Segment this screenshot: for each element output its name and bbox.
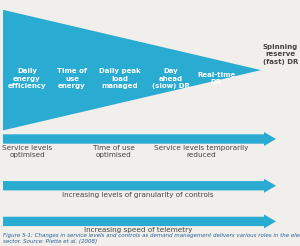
Text: Figure 5-1: Changes in service levels and controls as demand management delivers: Figure 5-1: Changes in service levels an… <box>3 233 300 244</box>
FancyArrow shape <box>3 132 276 146</box>
Text: Spinning
reserve
(fast) DR: Spinning reserve (fast) DR <box>263 44 298 65</box>
Polygon shape <box>3 10 261 130</box>
FancyArrow shape <box>3 179 276 193</box>
Text: Increasing levels of granularity of controls: Increasing levels of granularity of cont… <box>62 192 214 198</box>
Text: Service levels
optimised: Service levels optimised <box>2 145 52 158</box>
Text: Real-time
DR: Real-time DR <box>197 72 235 85</box>
FancyArrow shape <box>3 214 276 228</box>
Text: Service levels temporarily
reduced: Service levels temporarily reduced <box>154 145 248 158</box>
Text: Day
ahead
(slow) DR: Day ahead (slow) DR <box>152 68 190 89</box>
Text: Time of
use
energy: Time of use energy <box>57 68 87 89</box>
Text: Time of use
optimised: Time of use optimised <box>93 145 135 158</box>
Text: Daily peak
load
managed: Daily peak load managed <box>99 68 141 89</box>
Text: Increasing speed of telemetry: Increasing speed of telemetry <box>84 227 192 233</box>
Text: Daily
energy
efficiency: Daily energy efficiency <box>8 68 46 89</box>
